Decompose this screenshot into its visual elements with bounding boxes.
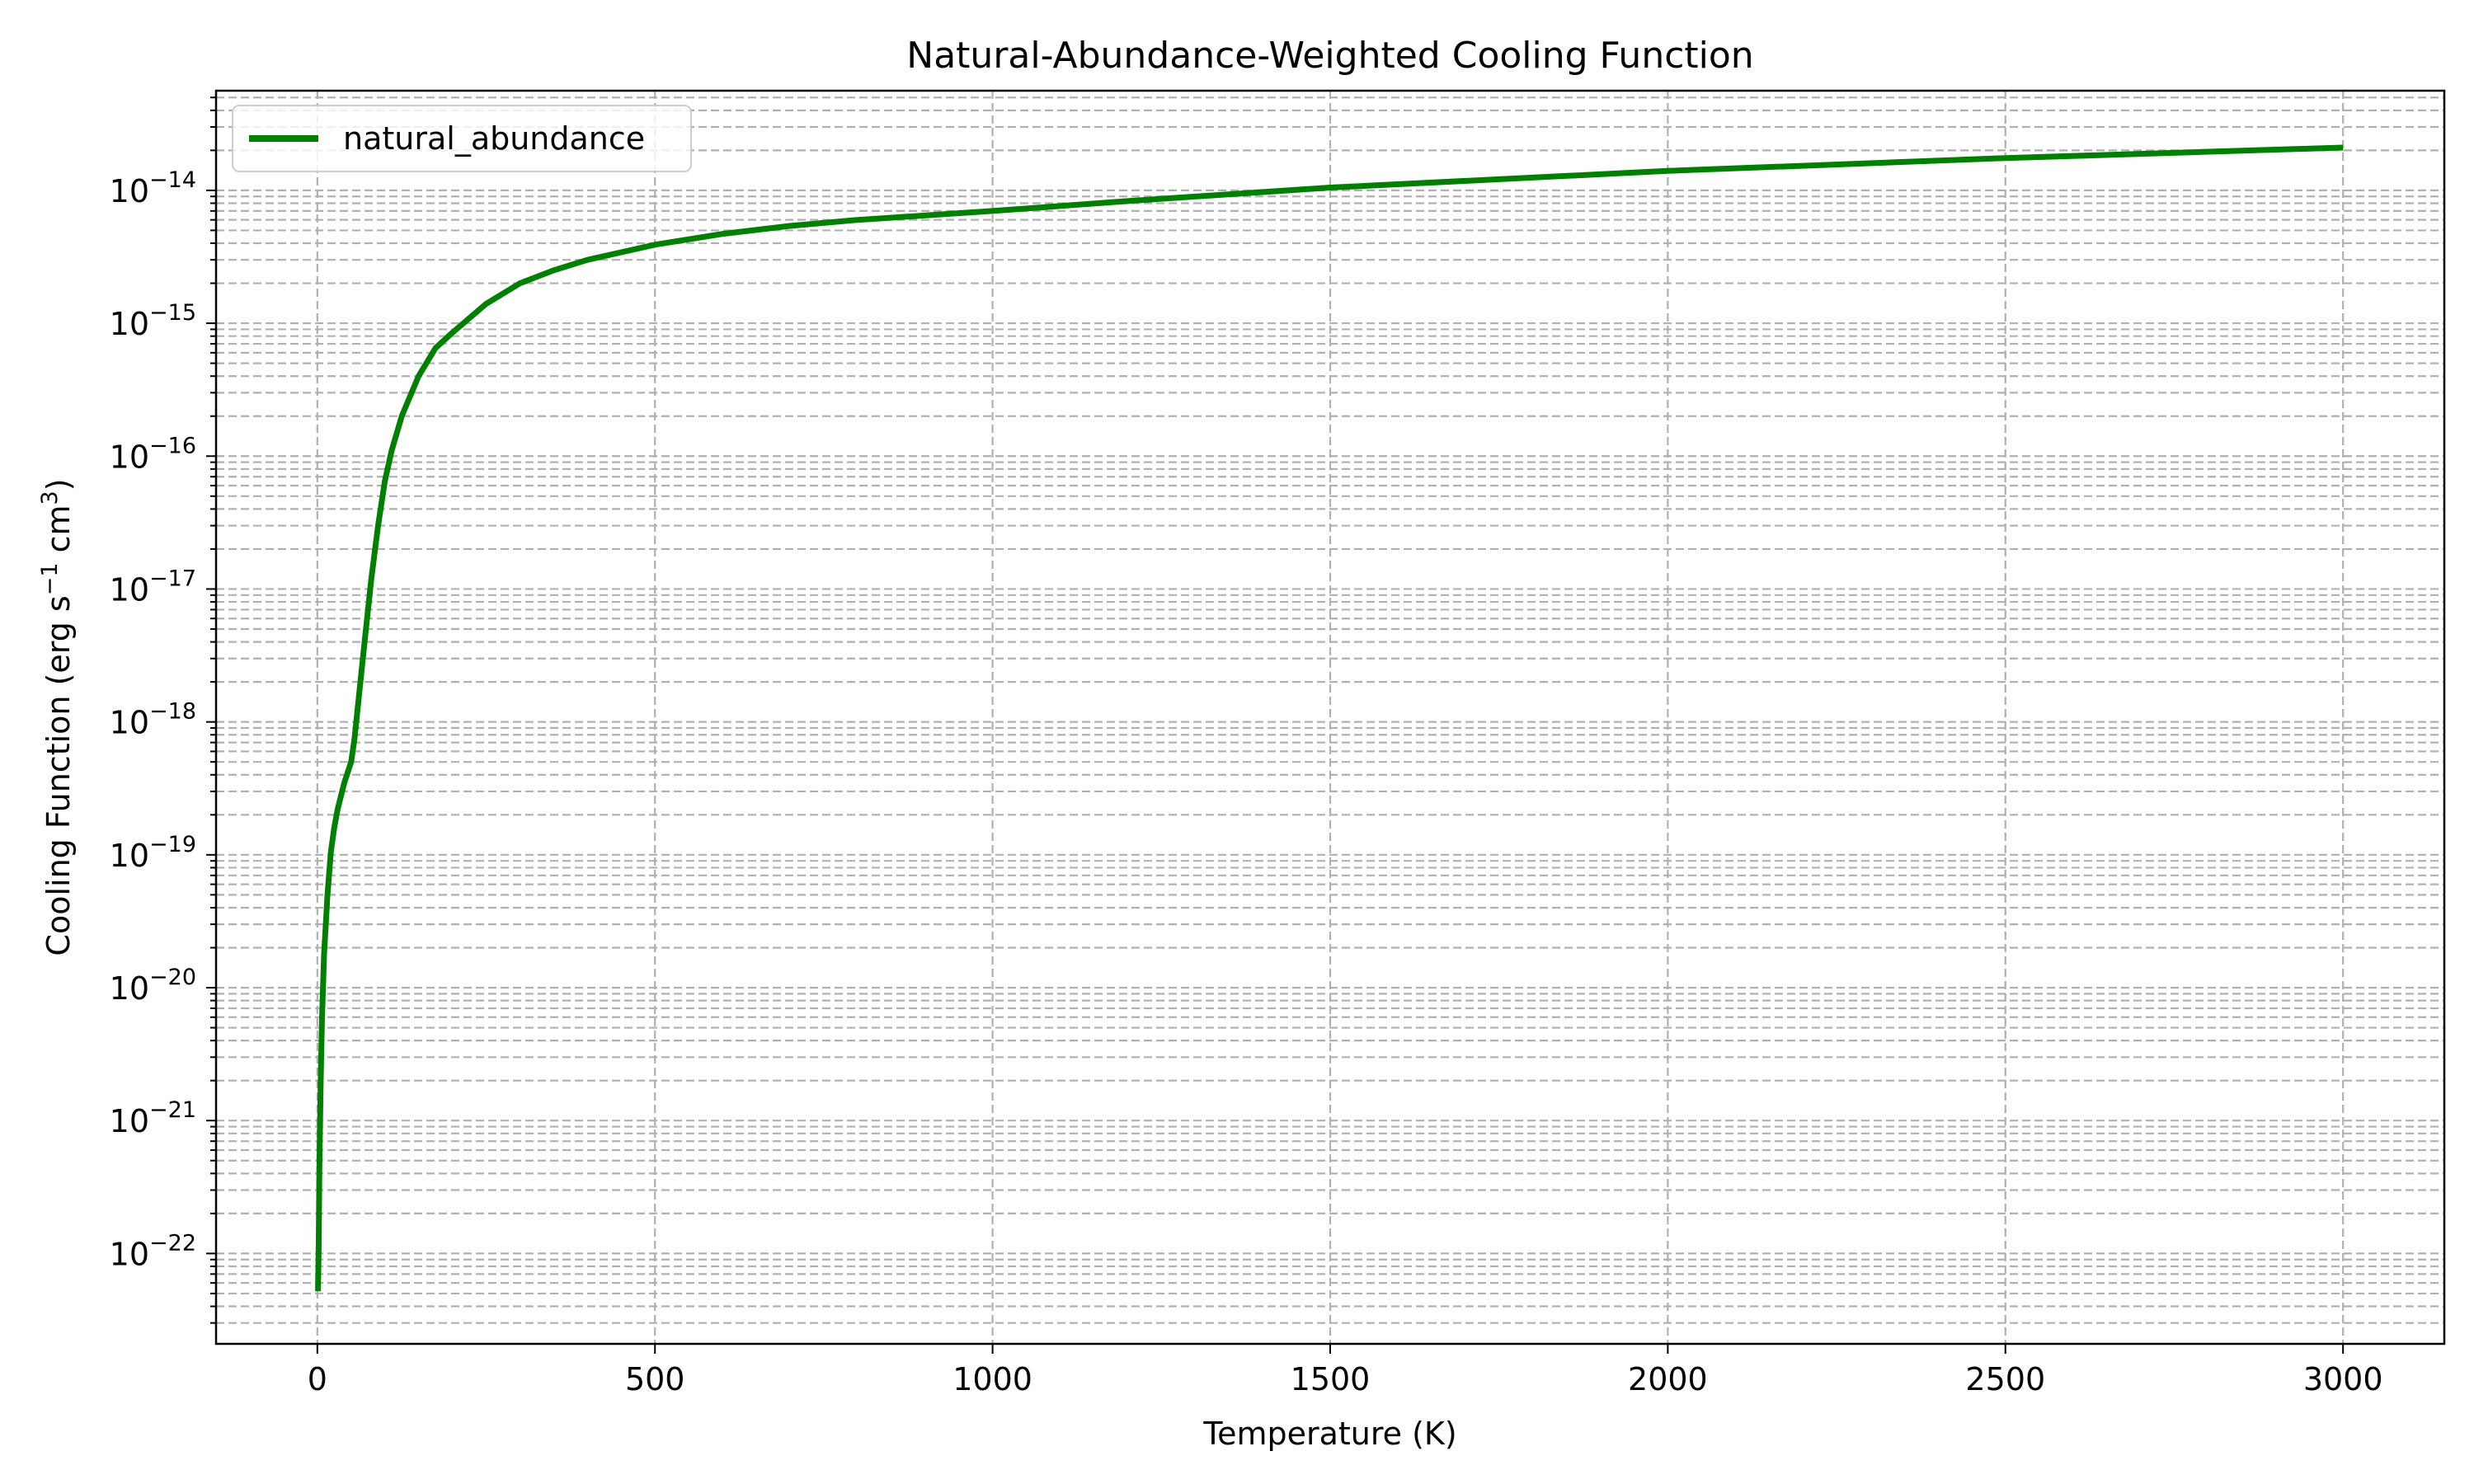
series-layer — [315, 144, 2344, 1292]
legend-label: natural_abundance — [343, 120, 645, 157]
y-axis-label: Cooling Function (erg s−1 cm3) — [37, 478, 77, 956]
x-tick-label: 0 — [308, 1361, 327, 1397]
x-tick-label: 2000 — [1628, 1361, 1708, 1397]
series-line-natural_abundance — [315, 144, 2344, 1292]
chart-title: Natural-Abundance-Weighted Cooling Funct… — [906, 35, 1753, 77]
y-tick-label: 10−17 — [110, 566, 196, 608]
x-axis-ticks: 0 500 1000 1500 2000 2500 3000 — [308, 1344, 2383, 1397]
x-tick-label: 500 — [625, 1361, 685, 1397]
y-tick-label: 10−19 — [110, 832, 196, 874]
x-tick-label: 1000 — [952, 1361, 1032, 1397]
x-tick-label: 2500 — [1965, 1361, 2045, 1397]
y-tick-label: 10−15 — [110, 300, 196, 342]
y-tick-label: 10−21 — [110, 1097, 196, 1139]
y-tick-label: 10−14 — [110, 167, 196, 209]
y-tick-label: 10−22 — [110, 1230, 196, 1272]
y-tick-label: 10−20 — [110, 965, 196, 1007]
legend-box — [232, 105, 692, 172]
y-tick-label: 10−18 — [110, 699, 196, 741]
x-tick-label: 1500 — [1291, 1361, 1371, 1397]
x-tick-label: 3000 — [2303, 1361, 2383, 1397]
y-axis-ticks: 10−22 10−21 10−20 10−19 10−18 10−17 10−16 10−15… — [110, 96, 216, 1324]
legend: natural_abundance — [232, 105, 692, 172]
grid — [216, 91, 2444, 1344]
x-axis-label: Temperature (K) — [1202, 1416, 1456, 1452]
y-tick-label: 10−16 — [110, 433, 196, 475]
